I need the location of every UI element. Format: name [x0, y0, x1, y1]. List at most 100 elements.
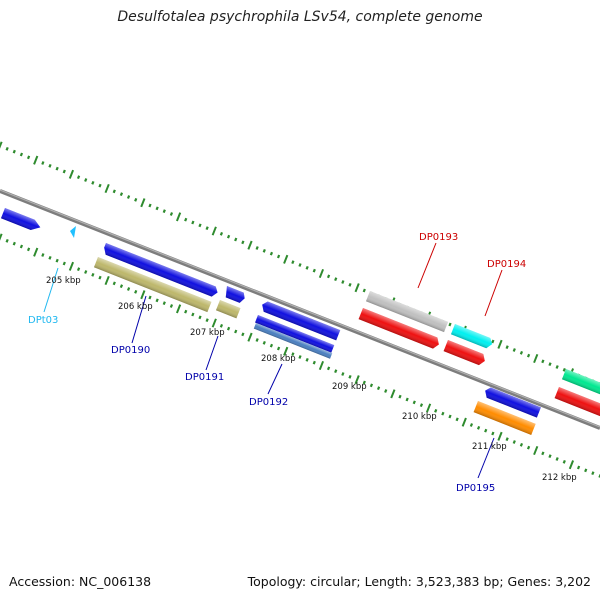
minor-tick [198, 223, 202, 228]
major-tick [247, 332, 253, 342]
minor-tick [441, 411, 445, 416]
gene-label-dpt03[interactable]: DPt03 [28, 315, 58, 326]
minor-tick [341, 372, 345, 376]
major-tick [533, 353, 539, 364]
minor-tick [334, 369, 338, 374]
major-tick [283, 254, 289, 264]
minor-tick [241, 332, 245, 337]
callout-lines [43, 242, 503, 479]
minor-tick [98, 183, 102, 188]
minor-tick [584, 468, 588, 473]
major-tick [175, 212, 182, 222]
major-tick [140, 290, 146, 300]
gene-labels: DPt03 DP0190 DP0191 DP0192 DP0193 DP0194… [28, 232, 526, 494]
genome-backbone [0, 189, 600, 430]
minor-tick [505, 437, 509, 442]
trna-dpt03-marker[interactable] [70, 226, 76, 238]
minor-tick [312, 360, 316, 365]
minor-tick [348, 374, 352, 379]
minor-tick [91, 272, 95, 277]
gene-label-dp0195[interactable]: DP0195 [456, 483, 495, 494]
minor-tick [341, 280, 345, 284]
minor-tick [48, 163, 52, 168]
gene-label-dp0190[interactable]: DP0190 [111, 345, 150, 356]
minor-tick [398, 394, 402, 399]
scale-label-208: 208 kbp [261, 354, 296, 364]
minor-tick [234, 329, 238, 334]
minor-tick [19, 152, 24, 157]
minor-tick [48, 255, 52, 260]
major-tick [497, 339, 503, 349]
minor-tick [91, 180, 95, 185]
minor-tick [76, 175, 81, 180]
major-tick [497, 431, 503, 441]
minor-tick [412, 400, 416, 405]
minor-tick [148, 203, 152, 208]
minor-tick [84, 270, 88, 274]
minor-tick [305, 357, 309, 362]
gene-label-dp0192[interactable]: DP0192 [249, 397, 288, 408]
major-tick [68, 261, 75, 271]
minor-tick [562, 367, 566, 372]
minor-tick [576, 465, 581, 470]
minor-tick [376, 386, 381, 391]
inner-tick-ring [0, 233, 600, 478]
major-tick [104, 183, 110, 194]
minor-tick [348, 282, 352, 287]
minor-tick [434, 408, 438, 413]
gene-label-dp0194[interactable]: DP0194 [487, 259, 526, 270]
minor-tick [548, 362, 552, 367]
minor-tick [326, 366, 331, 371]
minor-tick [184, 217, 188, 222]
topology-summary-text: Topology: circular; Length: 3,523,383 bp… [247, 574, 591, 589]
minor-tick [219, 323, 224, 328]
major-tick [354, 375, 360, 385]
minor-tick [19, 244, 24, 249]
minor-tick [134, 197, 138, 202]
minor-tick [269, 343, 274, 348]
minor-tick [169, 212, 174, 216]
minor-tick [41, 253, 45, 257]
major-tick [0, 233, 3, 241]
minor-tick [519, 350, 524, 355]
major-tick [247, 240, 253, 250]
minor-tick [405, 397, 409, 402]
major-tick [33, 247, 39, 257]
scale-label-207: 207 kbp [190, 328, 225, 338]
scale-label-210: 210 kbp [402, 412, 437, 422]
minor-tick [591, 471, 595, 476]
gene-label-dp0191[interactable]: DP0191 [185, 372, 224, 383]
minor-tick [241, 240, 245, 245]
major-tick [68, 169, 75, 179]
minor-tick [519, 442, 524, 447]
minor-tick [326, 274, 331, 279]
minor-tick [298, 263, 302, 267]
minor-tick [369, 383, 374, 388]
major-tick [568, 460, 575, 470]
scale-label-209: 209 kbp [332, 382, 367, 392]
major-tick [140, 198, 146, 208]
minor-tick [362, 380, 366, 385]
minor-tick [491, 339, 495, 344]
major-tick [425, 403, 432, 413]
map-title: Desulfotalea psychrophila LSv54, complet… [117, 9, 483, 25]
minor-tick [62, 169, 66, 174]
minor-tick [512, 348, 516, 352]
minor-tick [541, 359, 545, 364]
minor-tick [448, 414, 452, 419]
minor-tick [55, 166, 59, 171]
minor-tick [276, 346, 281, 351]
minor-tick [419, 403, 424, 408]
scale-label-212: 212 kbp [542, 473, 577, 483]
minor-tick [98, 275, 102, 280]
minor-tick [198, 315, 202, 320]
minor-tick [112, 189, 116, 194]
minor-tick [184, 309, 188, 314]
major-tick [318, 268, 325, 279]
minor-tick [226, 234, 231, 239]
minor-tick [5, 238, 9, 243]
major-tick [211, 226, 217, 236]
gene-label-dp0193[interactable]: DP0193 [419, 232, 458, 243]
minor-tick [76, 267, 81, 272]
